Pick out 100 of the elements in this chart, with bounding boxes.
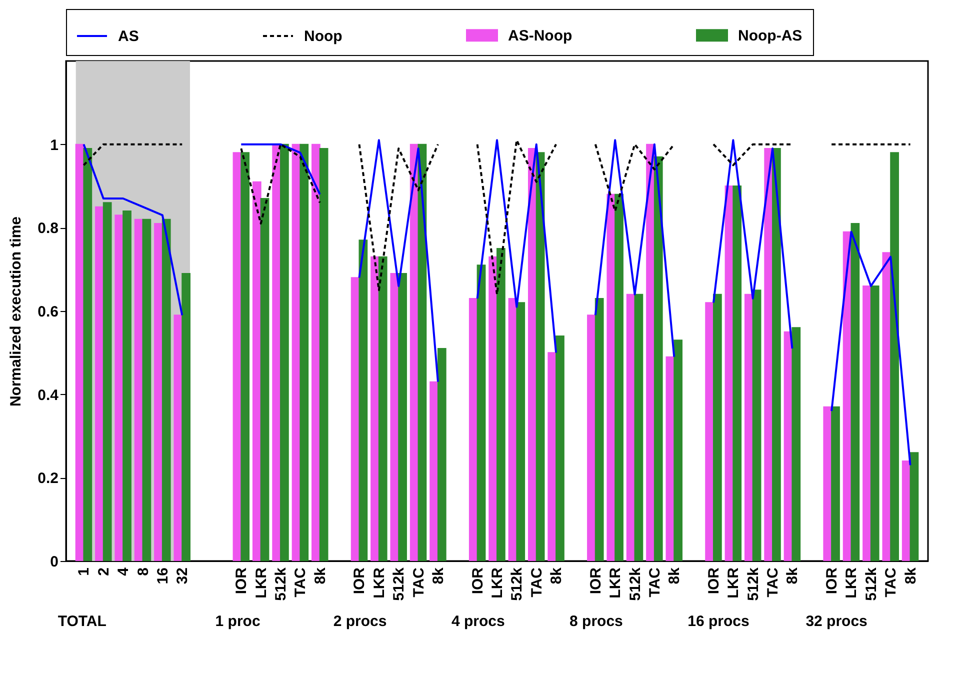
text: TOTAL xyxy=(58,613,106,630)
text: 16 procs xyxy=(688,613,750,630)
bar xyxy=(358,240,368,562)
legend-label: Noop xyxy=(304,28,342,45)
bar xyxy=(516,302,526,562)
x-tick-label: LKR xyxy=(489,567,506,598)
bar xyxy=(536,152,545,562)
x-tick-label: TAC xyxy=(292,567,310,598)
bar xyxy=(280,144,289,562)
bar xyxy=(378,256,388,562)
bar xyxy=(174,314,183,562)
bar xyxy=(398,273,407,562)
bar xyxy=(122,210,132,562)
text: 8 procs xyxy=(570,613,623,630)
x-tick-label: 1 xyxy=(76,568,93,576)
x-tick-label: 8k xyxy=(548,566,566,584)
x-tick-label: 8k xyxy=(666,566,684,584)
x-tick-label: IOR xyxy=(587,567,604,594)
bar xyxy=(831,406,840,562)
bar xyxy=(732,186,742,562)
bar xyxy=(476,264,486,562)
text: 1 proc xyxy=(215,613,260,630)
bar xyxy=(437,348,446,562)
x-tick-label: TAC xyxy=(882,567,900,598)
y-tick-label: 0 xyxy=(50,554,58,570)
x-tick-label: LKR xyxy=(843,567,860,598)
legend-label: AS-Noop xyxy=(508,27,572,44)
bar xyxy=(674,340,682,562)
bar xyxy=(712,294,722,562)
bar xyxy=(910,452,919,562)
x-tick-label: LKR xyxy=(370,567,388,598)
x-tick-label: IOR xyxy=(469,567,486,594)
legend-label: AS xyxy=(118,28,139,45)
bar xyxy=(626,294,636,562)
bar xyxy=(594,298,604,562)
text: 4 procs xyxy=(451,613,505,630)
y-tick-label: 0.2 xyxy=(38,470,58,488)
bar xyxy=(468,298,478,562)
bar xyxy=(548,352,557,562)
x-tick-label: LKR xyxy=(725,567,742,598)
x-tick-label: 512k xyxy=(862,566,880,601)
text: 32 procs xyxy=(806,613,868,630)
bar xyxy=(240,152,250,562)
bar xyxy=(134,218,144,562)
bar xyxy=(850,223,860,562)
bar xyxy=(792,327,801,562)
x-tick-label: 8k xyxy=(312,566,329,584)
x-tick-label: 512k xyxy=(272,566,290,601)
x-tick-label: 32 xyxy=(174,568,192,584)
bar xyxy=(83,148,92,562)
x-tick-label: LKR xyxy=(607,567,624,598)
bar xyxy=(705,302,714,562)
bar xyxy=(890,152,899,562)
x-tick-label: 512k xyxy=(744,566,762,601)
x-tick-label: 4 xyxy=(115,566,132,576)
x-tick-label: 16 xyxy=(154,568,172,584)
bar xyxy=(614,194,624,562)
bar xyxy=(634,294,644,562)
legend-label: Noop-AS xyxy=(738,27,802,44)
x-tick-label: LKR xyxy=(252,567,270,598)
x-tick-label: 2 xyxy=(95,568,112,576)
x-tick-label: IOR xyxy=(705,567,722,594)
bar xyxy=(654,156,663,562)
x-tick-label: 512k xyxy=(626,566,644,601)
bar xyxy=(95,206,104,562)
bar xyxy=(556,336,564,562)
x-tick-label: 8k xyxy=(902,566,920,584)
x-tick-label: 8k xyxy=(784,566,802,584)
x-tick-label: IOR xyxy=(351,567,368,594)
x-tick-label: TAC xyxy=(528,567,546,598)
x-tick-label: 8 xyxy=(134,568,152,576)
x-tick-label: IOR xyxy=(824,567,841,594)
bar xyxy=(496,248,506,562)
x-tick-label: TAC xyxy=(410,567,428,598)
bar xyxy=(870,286,880,562)
bar xyxy=(418,144,427,562)
bar xyxy=(744,294,754,562)
bar xyxy=(772,148,781,562)
text: 2 procs xyxy=(333,613,387,630)
x-tick-label: 512k xyxy=(508,566,526,601)
bar xyxy=(300,144,309,562)
x-tick-label: TAC xyxy=(764,567,782,598)
bar xyxy=(114,214,124,562)
y-axis-title: Normalized execution time xyxy=(8,216,25,407)
bar xyxy=(430,381,438,562)
y-tick-label: 0.4 xyxy=(38,386,60,404)
bar xyxy=(102,202,112,562)
bar xyxy=(823,406,832,562)
bar xyxy=(587,314,596,562)
x-tick-label: TAC xyxy=(646,567,664,598)
bar xyxy=(154,223,163,562)
x-tick-label: IOR xyxy=(233,567,250,594)
y-tick-label: 0.8 xyxy=(38,220,58,238)
y-tick-label: 1 xyxy=(50,136,58,154)
bar xyxy=(862,286,872,562)
bar xyxy=(142,218,152,562)
y-tick-label: 0.6 xyxy=(38,304,58,320)
bar xyxy=(162,218,171,562)
bar xyxy=(319,148,328,562)
x-tick-label: 512k xyxy=(390,566,408,601)
